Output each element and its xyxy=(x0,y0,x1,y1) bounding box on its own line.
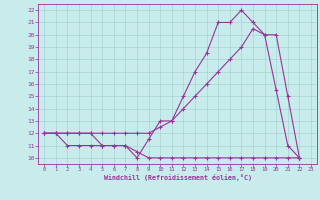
X-axis label: Windchill (Refroidissement éolien,°C): Windchill (Refroidissement éolien,°C) xyxy=(104,174,252,181)
